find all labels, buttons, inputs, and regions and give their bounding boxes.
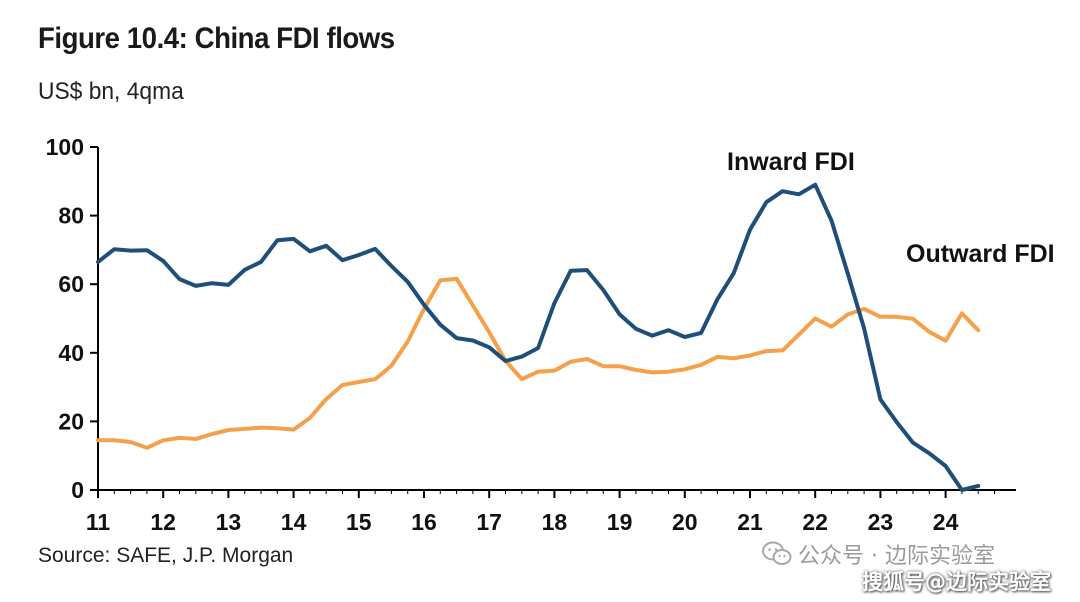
x-tick-label: 23 <box>868 509 894 535</box>
chart-annotations: Inward FDI Outward FDI <box>727 148 1055 268</box>
series-line-outward-fdi <box>96 276 981 450</box>
chart-subtitle: US$ bn, 4qma <box>38 78 184 105</box>
y-tick-label: 80 <box>58 203 84 229</box>
y-tick-label: 100 <box>46 134 84 160</box>
x-tick-label: 16 <box>411 509 437 535</box>
x-tick-label: 22 <box>802 509 828 535</box>
x-tick-label: 21 <box>737 509 763 535</box>
chart-series <box>96 182 981 492</box>
x-tick-label: 19 <box>607 509 633 535</box>
x-tick-label: 12 <box>150 509 176 535</box>
chart-source: Source: SAFE, J.P. Morgan <box>38 544 294 567</box>
y-tick-label: 20 <box>58 408 84 434</box>
sohu-watermark: 搜狐号@边际实验室 <box>862 570 1051 594</box>
chart-axes: 0 20 40 60 80 100 11 12 13 14 15 16 17 18 19 20 21 22 23 24 <box>46 134 1016 535</box>
chart-title: Figure 10.4: China FDI flows <box>38 22 395 55</box>
y-tick-label: 40 <box>58 340 84 366</box>
x-tick-label: 15 <box>346 509 372 535</box>
y-tick-label: 0 <box>71 477 84 503</box>
x-tick-label: 18 <box>542 509 568 535</box>
x-tick-label: 14 <box>281 509 307 535</box>
outward-fdi-label: Outward FDI <box>906 240 1055 268</box>
x-tick-label: 11 <box>86 509 111 535</box>
y-tick-label: 60 <box>58 271 84 297</box>
wechat-watermark-text: 公众号 · 边际实验室 <box>798 544 995 569</box>
inward-fdi-label: Inward FDI <box>727 148 855 176</box>
x-tick-label: 17 <box>476 509 502 535</box>
x-tick-label: 13 <box>216 509 242 535</box>
series-line-inward-fdi <box>96 182 981 492</box>
wechat-watermark: 公众号 · 边际实验室 <box>762 538 995 570</box>
x-tick-label: 20 <box>672 509 698 535</box>
wechat-icon <box>762 541 792 567</box>
x-tick-label: 24 <box>933 509 959 535</box>
